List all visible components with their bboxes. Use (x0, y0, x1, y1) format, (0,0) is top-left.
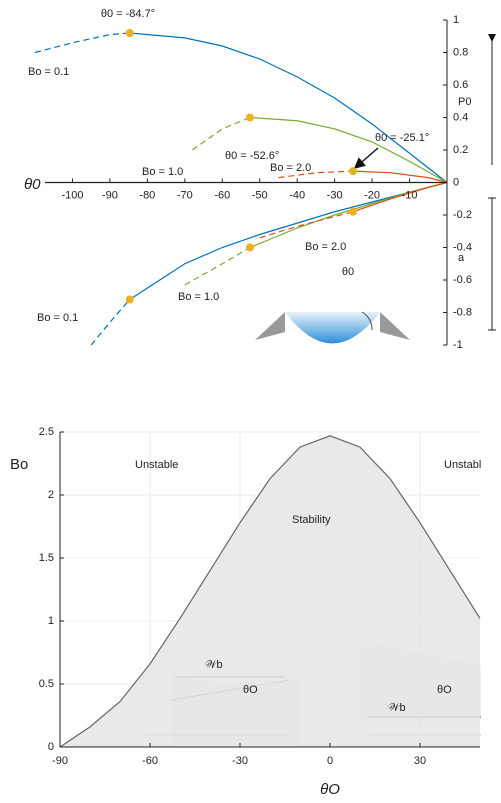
chart (35, 33, 447, 345)
chart: Unstable Unstable Stability 𝒲b θO θO 𝒲b (60, 432, 487, 747)
y-tick-label: 0.2 (453, 144, 468, 156)
x-tick-label: -90 (102, 189, 118, 201)
x-axis-label: θ0 (24, 176, 41, 193)
y-tick-label: 0.5 (39, 678, 54, 690)
area (60, 436, 480, 747)
annotation: Bo = 1.0 (142, 166, 183, 178)
y-tick-label: 1 (48, 615, 54, 627)
annotation: Bo = 0.1 (28, 66, 69, 78)
x-tick-label: -40 (289, 189, 305, 201)
marker (126, 296, 134, 304)
line (192, 118, 250, 151)
y-tick-label: 2 (48, 489, 54, 501)
x-tick-label: 0 (327, 755, 333, 767)
x-tick-label: -70 (177, 189, 193, 201)
annotation: Bo = 1.0 (178, 291, 219, 303)
y-tick-label: -1 (453, 339, 463, 351)
y-tick-label: -0.2 (453, 209, 472, 221)
y-tick-label: -0.6 (453, 274, 472, 286)
y-tick-label: 0 (48, 741, 54, 753)
annotation: θ0 = -52.6° (225, 150, 279, 162)
annotation: Unstable (444, 459, 487, 471)
annotation: θ0 = -84.7° (101, 8, 155, 20)
annotation: θ0 = -25.1° (375, 132, 429, 144)
annotation: θ0 (342, 266, 354, 278)
line (35, 33, 130, 53)
x-tick-label: -60 (142, 755, 158, 767)
x-tick-label: -30 (327, 189, 343, 201)
marker (246, 114, 254, 122)
annotation: P0 (458, 96, 471, 108)
y-axis-label: Bo (10, 456, 28, 473)
x-tick-label: -50 (252, 189, 268, 201)
y-tick-label: 0.6 (453, 79, 468, 91)
y-tick-label: 0.8 (453, 46, 468, 58)
annotation: Unstable (135, 459, 178, 471)
y-tick-label: 1.5 (39, 552, 54, 564)
y-tick-label: 1 (453, 14, 459, 26)
x-tick-label: -80 (139, 189, 155, 201)
x-tick-label: -10 (402, 189, 418, 201)
figure: 10.80.60.40.20-0.2-0.4-0.6-0.8-1-100-90-… (0, 0, 501, 803)
annotation: Bo = 0.1 (37, 312, 78, 324)
y-tick-label: 0 (453, 176, 459, 188)
line (91, 300, 130, 346)
x-tick-label: -20 (364, 189, 380, 201)
marker (349, 208, 357, 216)
annotation: Bo = 2.0 (270, 162, 311, 174)
line (130, 33, 447, 183)
annotation: Bo = 2.0 (305, 241, 346, 253)
annotation: 𝒲b (388, 702, 406, 714)
x-axis-label: θO (320, 781, 340, 798)
y-tick-label: 0.4 (453, 111, 468, 123)
x-tick-label: 30 (414, 755, 426, 767)
x-tick-label: -30 (232, 755, 248, 767)
annotation: Stability (292, 514, 331, 526)
y-tick-label: -0.8 (453, 306, 472, 318)
line (185, 248, 250, 285)
annotation: θO (437, 684, 452, 696)
x-tick-label: -60 (214, 189, 230, 201)
annotation: a (458, 252, 465, 264)
y-tick-label: 2.5 (39, 426, 54, 438)
line (353, 171, 447, 182)
x-tick-label: -100 (61, 189, 83, 201)
annotation: θO (243, 684, 258, 696)
marker (246, 244, 254, 252)
annotation: 𝒲b (205, 659, 223, 671)
x-tick-label: -90 (52, 755, 68, 767)
marker (349, 167, 357, 175)
marker (126, 29, 134, 37)
